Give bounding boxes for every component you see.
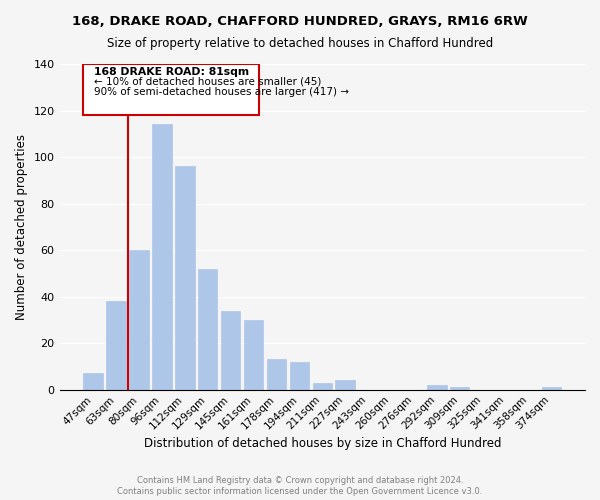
Bar <box>221 310 241 390</box>
Text: Contains HM Land Registry data © Crown copyright and database right 2024.: Contains HM Land Registry data © Crown c… <box>137 476 463 485</box>
Text: ← 10% of detached houses are smaller (45): ← 10% of detached houses are smaller (45… <box>94 77 322 87</box>
Bar <box>175 166 194 390</box>
FancyBboxPatch shape <box>83 64 259 115</box>
Text: 168 DRAKE ROAD: 81sqm: 168 DRAKE ROAD: 81sqm <box>94 68 250 78</box>
Bar <box>542 388 561 390</box>
Bar <box>290 362 309 390</box>
Bar <box>450 388 469 390</box>
Bar <box>313 382 332 390</box>
Text: Size of property relative to detached houses in Chafford Hundred: Size of property relative to detached ho… <box>107 38 493 51</box>
Bar <box>267 360 286 390</box>
Text: 90% of semi-detached houses are larger (417) →: 90% of semi-detached houses are larger (… <box>94 88 349 98</box>
Bar <box>152 124 172 390</box>
Bar <box>106 302 126 390</box>
Text: 168, DRAKE ROAD, CHAFFORD HUNDRED, GRAYS, RM16 6RW: 168, DRAKE ROAD, CHAFFORD HUNDRED, GRAYS… <box>72 15 528 28</box>
Text: Contains public sector information licensed under the Open Government Licence v3: Contains public sector information licen… <box>118 487 482 496</box>
Bar <box>335 380 355 390</box>
Bar <box>129 250 149 390</box>
Bar <box>83 374 103 390</box>
Bar <box>427 385 446 390</box>
Bar <box>244 320 263 390</box>
X-axis label: Distribution of detached houses by size in Chafford Hundred: Distribution of detached houses by size … <box>143 437 501 450</box>
Y-axis label: Number of detached properties: Number of detached properties <box>15 134 28 320</box>
Bar <box>198 268 217 390</box>
